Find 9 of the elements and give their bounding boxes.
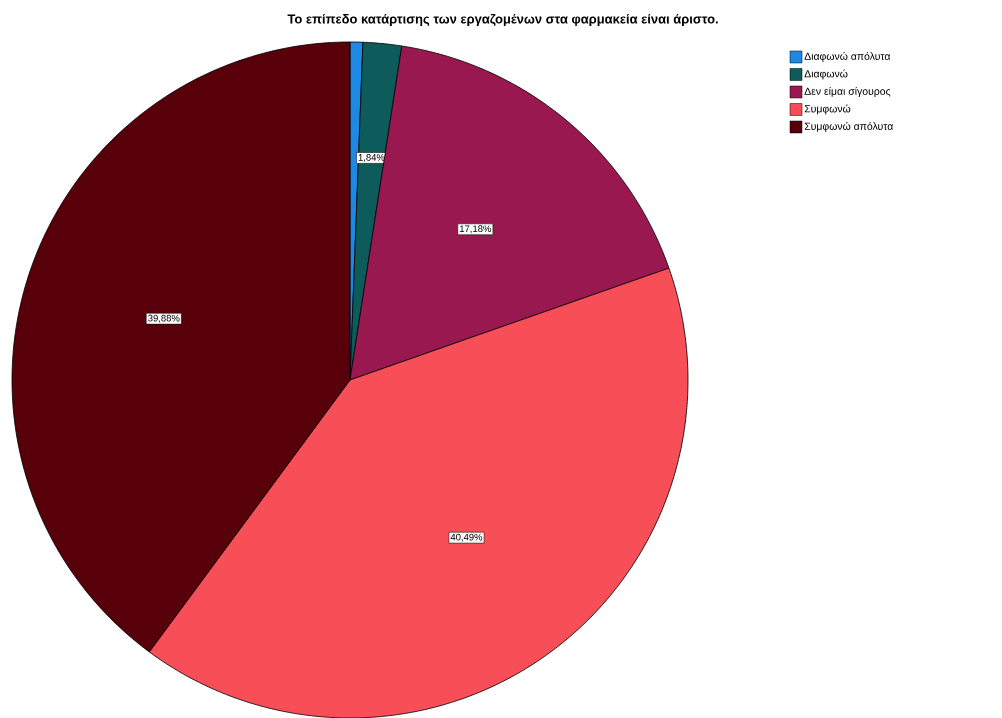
chart-title: Το επίπεδο κατάρτισης των εργαζομένων στα φαρμακεία είναι άριστο. bbox=[287, 13, 718, 27]
legend-label: Δεν είμαι σίγουρος bbox=[804, 86, 891, 98]
data-label: 17,18% bbox=[460, 225, 492, 234]
legend-label: Διαφωνώ απόλυτα bbox=[804, 51, 891, 63]
legend-label: Διαφωνώ bbox=[804, 69, 848, 80]
data-label: 39,88% bbox=[148, 314, 180, 323]
legend-label: Συμφωνώ απόλυτα bbox=[804, 121, 893, 133]
legend-label: Συμφωνώ bbox=[804, 104, 851, 115]
data-label: 40,49% bbox=[450, 533, 483, 542]
